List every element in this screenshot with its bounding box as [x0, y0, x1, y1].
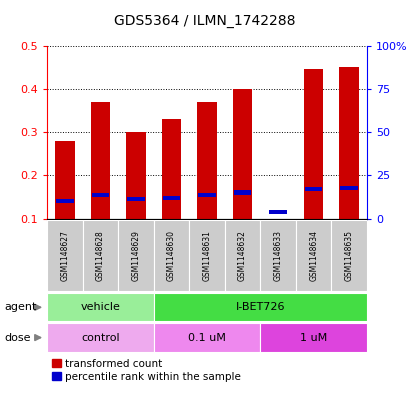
- Bar: [127, 197, 144, 201]
- Text: GSM1148630: GSM1148630: [166, 230, 175, 281]
- Text: vehicle: vehicle: [80, 302, 120, 312]
- Bar: [260, 323, 366, 352]
- Bar: [224, 220, 260, 291]
- Bar: [118, 220, 153, 291]
- Bar: [162, 196, 180, 200]
- Bar: [233, 190, 251, 195]
- Text: GSM1148628: GSM1148628: [96, 230, 105, 281]
- Bar: [55, 141, 74, 219]
- Bar: [153, 293, 366, 321]
- Text: agent: agent: [4, 302, 36, 312]
- Bar: [56, 199, 74, 204]
- Text: GSM1148633: GSM1148633: [273, 230, 282, 281]
- Bar: [339, 186, 357, 190]
- Text: GSM1148631: GSM1148631: [202, 230, 211, 281]
- Bar: [260, 220, 295, 291]
- Bar: [47, 323, 153, 352]
- Bar: [197, 102, 216, 219]
- Bar: [189, 220, 224, 291]
- Bar: [303, 69, 323, 219]
- Bar: [153, 220, 189, 291]
- Bar: [269, 210, 286, 214]
- Bar: [47, 293, 153, 321]
- Bar: [198, 193, 215, 197]
- Text: GSM1148629: GSM1148629: [131, 230, 140, 281]
- Text: GSM1148632: GSM1148632: [238, 230, 247, 281]
- Text: GSM1148627: GSM1148627: [60, 230, 69, 281]
- Legend: transformed count, percentile rank within the sample: transformed count, percentile rank withi…: [52, 359, 240, 382]
- Text: GSM1148635: GSM1148635: [344, 230, 353, 281]
- Bar: [295, 220, 330, 291]
- Bar: [161, 119, 181, 219]
- Text: 1 uM: 1 uM: [299, 332, 326, 343]
- Bar: [153, 323, 260, 352]
- Bar: [83, 220, 118, 291]
- Bar: [90, 102, 110, 219]
- Bar: [47, 220, 83, 291]
- Text: GDS5364 / ILMN_1742288: GDS5364 / ILMN_1742288: [114, 14, 295, 28]
- Text: I-BET726: I-BET726: [235, 302, 284, 312]
- Bar: [92, 193, 109, 197]
- Text: GSM1148634: GSM1148634: [308, 230, 317, 281]
- Text: dose: dose: [4, 332, 31, 343]
- Bar: [126, 132, 146, 219]
- Bar: [304, 187, 321, 191]
- Text: control: control: [81, 332, 119, 343]
- Bar: [339, 67, 358, 219]
- Text: 0.1 uM: 0.1 uM: [188, 332, 225, 343]
- Bar: [330, 220, 366, 291]
- Bar: [232, 89, 252, 219]
